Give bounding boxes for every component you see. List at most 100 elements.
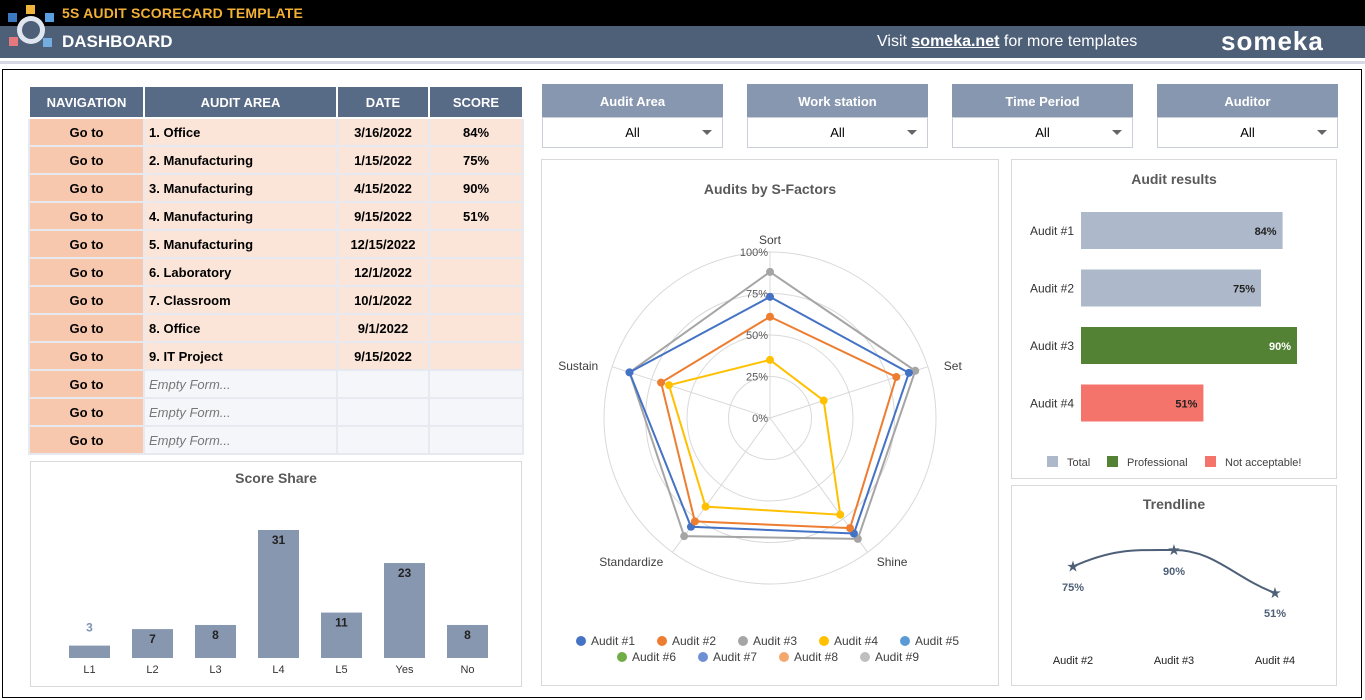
score-cell xyxy=(428,369,524,399)
score-category-label: L3 xyxy=(209,664,221,676)
score-value-label: 7 xyxy=(149,632,156,646)
filter-auditor: Auditor All xyxy=(1157,84,1338,148)
score-bar xyxy=(321,612,362,658)
goto-button[interactable]: Go to xyxy=(28,397,145,427)
audit-area-cell: Empty Form... xyxy=(143,397,338,427)
goto-button[interactable]: Go to xyxy=(28,425,145,455)
result-value-label: 75% xyxy=(1233,284,1255,296)
score-category-label: Yes xyxy=(396,664,414,676)
goto-button[interactable]: Go to xyxy=(28,229,145,259)
table-row: Go to 8. Office 9/1/2022 xyxy=(28,313,524,343)
radar-point xyxy=(664,381,673,390)
result-category-label: Audit #4 xyxy=(1030,397,1074,411)
radar-legend-marker xyxy=(617,652,627,662)
select-value: All xyxy=(830,125,845,140)
date-cell: 12/1/2022 xyxy=(336,257,430,287)
radar-point xyxy=(680,532,689,541)
radar-legend-label: Audit #7 xyxy=(713,650,757,664)
trend-category-label: Audit #4 xyxy=(1255,655,1295,667)
auditor-select[interactable]: All xyxy=(1157,117,1338,148)
result-bar xyxy=(1081,384,1204,422)
trendline-title: Trendline xyxy=(1142,496,1206,512)
radar-axis-label: Set xyxy=(944,359,963,373)
goto-button[interactable]: Go to xyxy=(28,117,145,147)
trend-category-label: Audit #2 xyxy=(1053,655,1093,667)
time-period-select[interactable]: All xyxy=(952,117,1133,148)
audit-area-cell: 8. Office xyxy=(143,313,338,343)
radar-axis-label: Shine xyxy=(877,555,908,569)
table-row: Go to 9. IT Project 9/15/2022 xyxy=(28,341,524,371)
radar-legend-label: Audit #6 xyxy=(632,650,676,664)
filter-label: Time Period xyxy=(952,84,1133,117)
app-title: 5S AUDIT SCORECARD TEMPLATE xyxy=(62,5,304,21)
score-value-label: 23 xyxy=(398,566,412,580)
goto-button[interactable]: Go to xyxy=(28,201,145,231)
radar-tick-label: 25% xyxy=(746,372,768,384)
score-cell xyxy=(428,313,524,343)
someka-5s-logo xyxy=(8,5,54,47)
result-legend-label: Not acceptable! xyxy=(1225,457,1301,469)
audit-area-cell: 7. Classroom xyxy=(143,285,338,315)
chevron-down-icon xyxy=(1317,130,1327,135)
filter-work-station: Work station All xyxy=(747,84,928,148)
score-cell: 51% xyxy=(428,201,524,231)
work-station-select[interactable]: All xyxy=(747,117,928,148)
score-cell xyxy=(428,425,524,455)
goto-button[interactable]: Go to xyxy=(28,341,145,371)
date-cell: 9/15/2022 xyxy=(336,201,430,231)
score-bar xyxy=(447,624,488,658)
radar-series-line xyxy=(667,358,842,516)
goto-button[interactable]: Go to xyxy=(28,313,145,343)
radar-point xyxy=(819,396,828,405)
radar-legend-marker xyxy=(819,636,829,646)
score-cell xyxy=(428,229,524,259)
result-value-label: 90% xyxy=(1269,341,1291,353)
table-row: Go to 1. Office 3/16/2022 84% xyxy=(28,117,524,147)
audit-results-panel: Audit results Audit #1 84% Audit #2 75% Audi… xyxy=(1011,159,1337,479)
result-category-label: Audit #2 xyxy=(1030,282,1074,296)
radar-point xyxy=(892,372,901,381)
trendline-panel: Trendline ★ 75% Audit #2 ★ 90% Audit #3 ★ 51% Au… xyxy=(1011,485,1337,686)
radar-point xyxy=(766,312,774,321)
select-value: All xyxy=(1035,125,1050,140)
radar-series-line xyxy=(659,315,898,530)
goto-button[interactable]: Go to xyxy=(28,145,145,175)
filter-label: Audit Area xyxy=(542,84,723,117)
audit-area-select[interactable]: All xyxy=(542,117,723,148)
radar-series-line xyxy=(628,270,917,540)
score-cell xyxy=(428,257,524,287)
radar-spoke xyxy=(611,366,771,419)
radar-point xyxy=(846,524,855,533)
filter-time-period: Time Period All xyxy=(952,84,1133,148)
score-bar xyxy=(258,530,299,658)
score-value-label: 8 xyxy=(464,628,471,642)
promo-text: Visit someka.net for more templates xyxy=(877,33,1137,51)
someka-link[interactable]: someka.net xyxy=(911,33,1000,50)
score-cell xyxy=(428,285,524,315)
score-value-label: 11 xyxy=(335,616,348,630)
result-category-label: Audit #3 xyxy=(1030,339,1074,353)
chevron-down-icon xyxy=(702,130,712,135)
radar-point xyxy=(701,502,710,511)
score-bar xyxy=(132,629,173,658)
radar-point xyxy=(766,292,774,301)
date-cell xyxy=(336,397,430,427)
goto-button[interactable]: Go to xyxy=(28,285,145,315)
select-value: All xyxy=(625,125,640,140)
radar-series-line xyxy=(628,295,911,535)
table-header-row: NAVIGATION AUDIT AREA DATE SCORE xyxy=(28,85,524,119)
score-cell xyxy=(428,341,524,371)
radar-title: Audits by S-Factors xyxy=(703,181,837,197)
audit-results-chart: Audit #1 84% Audit #2 75% Audit #3 90% Audit #… xyxy=(1030,212,1301,469)
score-bar xyxy=(384,563,425,658)
column-header-navigation: NAVIGATION xyxy=(28,85,145,119)
score-cell: 75% xyxy=(428,145,524,175)
goto-button[interactable]: Go to xyxy=(28,369,145,399)
trend-value-label: 51% xyxy=(1264,608,1286,620)
goto-button[interactable]: Go to xyxy=(28,173,145,203)
goto-button[interactable]: Go to xyxy=(28,257,145,287)
radar-legend-marker xyxy=(779,652,789,662)
promo-suffix: for more templates xyxy=(999,33,1138,50)
result-bar xyxy=(1081,212,1283,249)
filter-label: Auditor xyxy=(1157,84,1338,117)
